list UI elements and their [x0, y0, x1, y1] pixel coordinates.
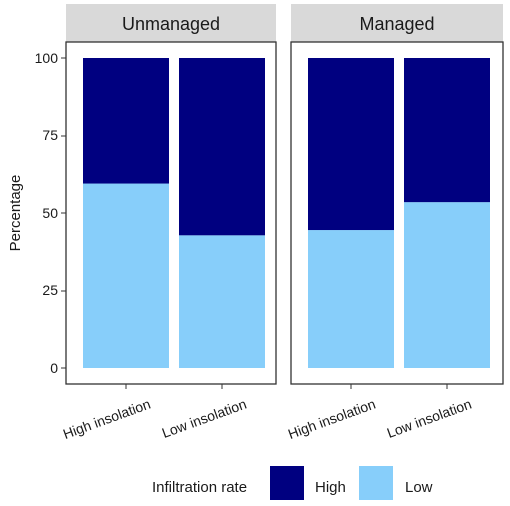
- legend-title: Infiltration rate: [152, 479, 247, 496]
- bar-segment-low: [308, 230, 394, 368]
- legend-key-low: [359, 466, 393, 500]
- bars-managed: [308, 58, 490, 368]
- bar-segment-high: [179, 58, 265, 236]
- y-axis: 0 25 50 75 100: [35, 50, 66, 376]
- legend-key-high: [270, 466, 304, 500]
- bar-segment-high: [308, 58, 394, 231]
- legend-label-low: Low: [405, 479, 433, 496]
- facet-strip: [66, 4, 276, 42]
- x-tick-label: High insolation: [286, 396, 378, 442]
- panel-border: [65, 41, 277, 385]
- y-tick-label: 0: [50, 360, 58, 376]
- y-tick-label: 25: [42, 282, 58, 298]
- y-axis-title: Percentage: [7, 175, 24, 252]
- x-tick-label: High insolation: [61, 396, 153, 442]
- bar-segment-high: [404, 58, 490, 203]
- y-tick-label: 50: [42, 205, 58, 221]
- facet-strip: [291, 4, 503, 42]
- facet-panel-managed: Managed High insolation Low insolation: [286, 4, 504, 442]
- panel-border: [290, 41, 504, 385]
- bars-unmanaged: [83, 58, 265, 368]
- facet-panel-unmanaged: Unmanaged High insolation Low insolation: [61, 4, 277, 442]
- facet-strip-label: Managed: [359, 14, 434, 34]
- bar-segment-high: [83, 58, 169, 184]
- facet-strip-label: Unmanaged: [122, 14, 220, 34]
- legend-label-high: High: [315, 479, 346, 496]
- legend: Infiltration rate High Low: [152, 466, 433, 500]
- y-tick-label: 75: [42, 127, 58, 143]
- y-tick-label: 100: [35, 50, 59, 66]
- bar-segment-low: [179, 235, 265, 368]
- bar-segment-low: [404, 202, 490, 368]
- x-tick-label: Low insolation: [160, 396, 249, 441]
- bar-segment-low: [83, 183, 169, 368]
- x-tick-label: Low insolation: [385, 396, 474, 441]
